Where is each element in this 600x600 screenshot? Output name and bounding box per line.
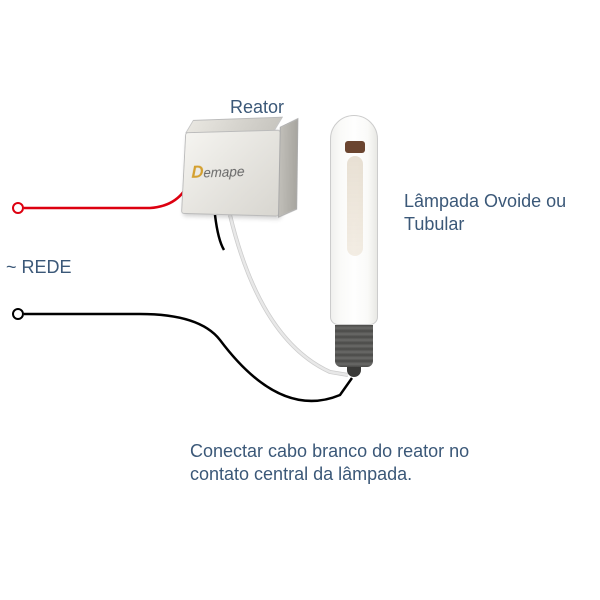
brand-rest: emape [203,163,244,180]
label-reator: Reator [230,96,284,119]
reator-device: Demape [181,130,281,217]
label-lampada: Lâmpada Ovoide ou Tubular [404,190,584,237]
brand-first-letter: D [191,162,203,182]
terminal-black [12,308,24,320]
lamp-base [335,325,373,367]
wire-black-main [24,314,352,401]
wiring-diagram [0,0,600,600]
lamp-tube [330,115,378,325]
label-instruction: Conectar cabo branco do reator no contat… [190,440,490,487]
terminal-red [12,202,24,214]
lamp-device [330,115,378,377]
label-rede: ~ REDE [6,256,72,279]
wire-red [24,160,198,208]
brand-label: Demape [191,160,244,183]
wire-black-short [215,215,224,250]
lamp-contact [347,367,361,377]
